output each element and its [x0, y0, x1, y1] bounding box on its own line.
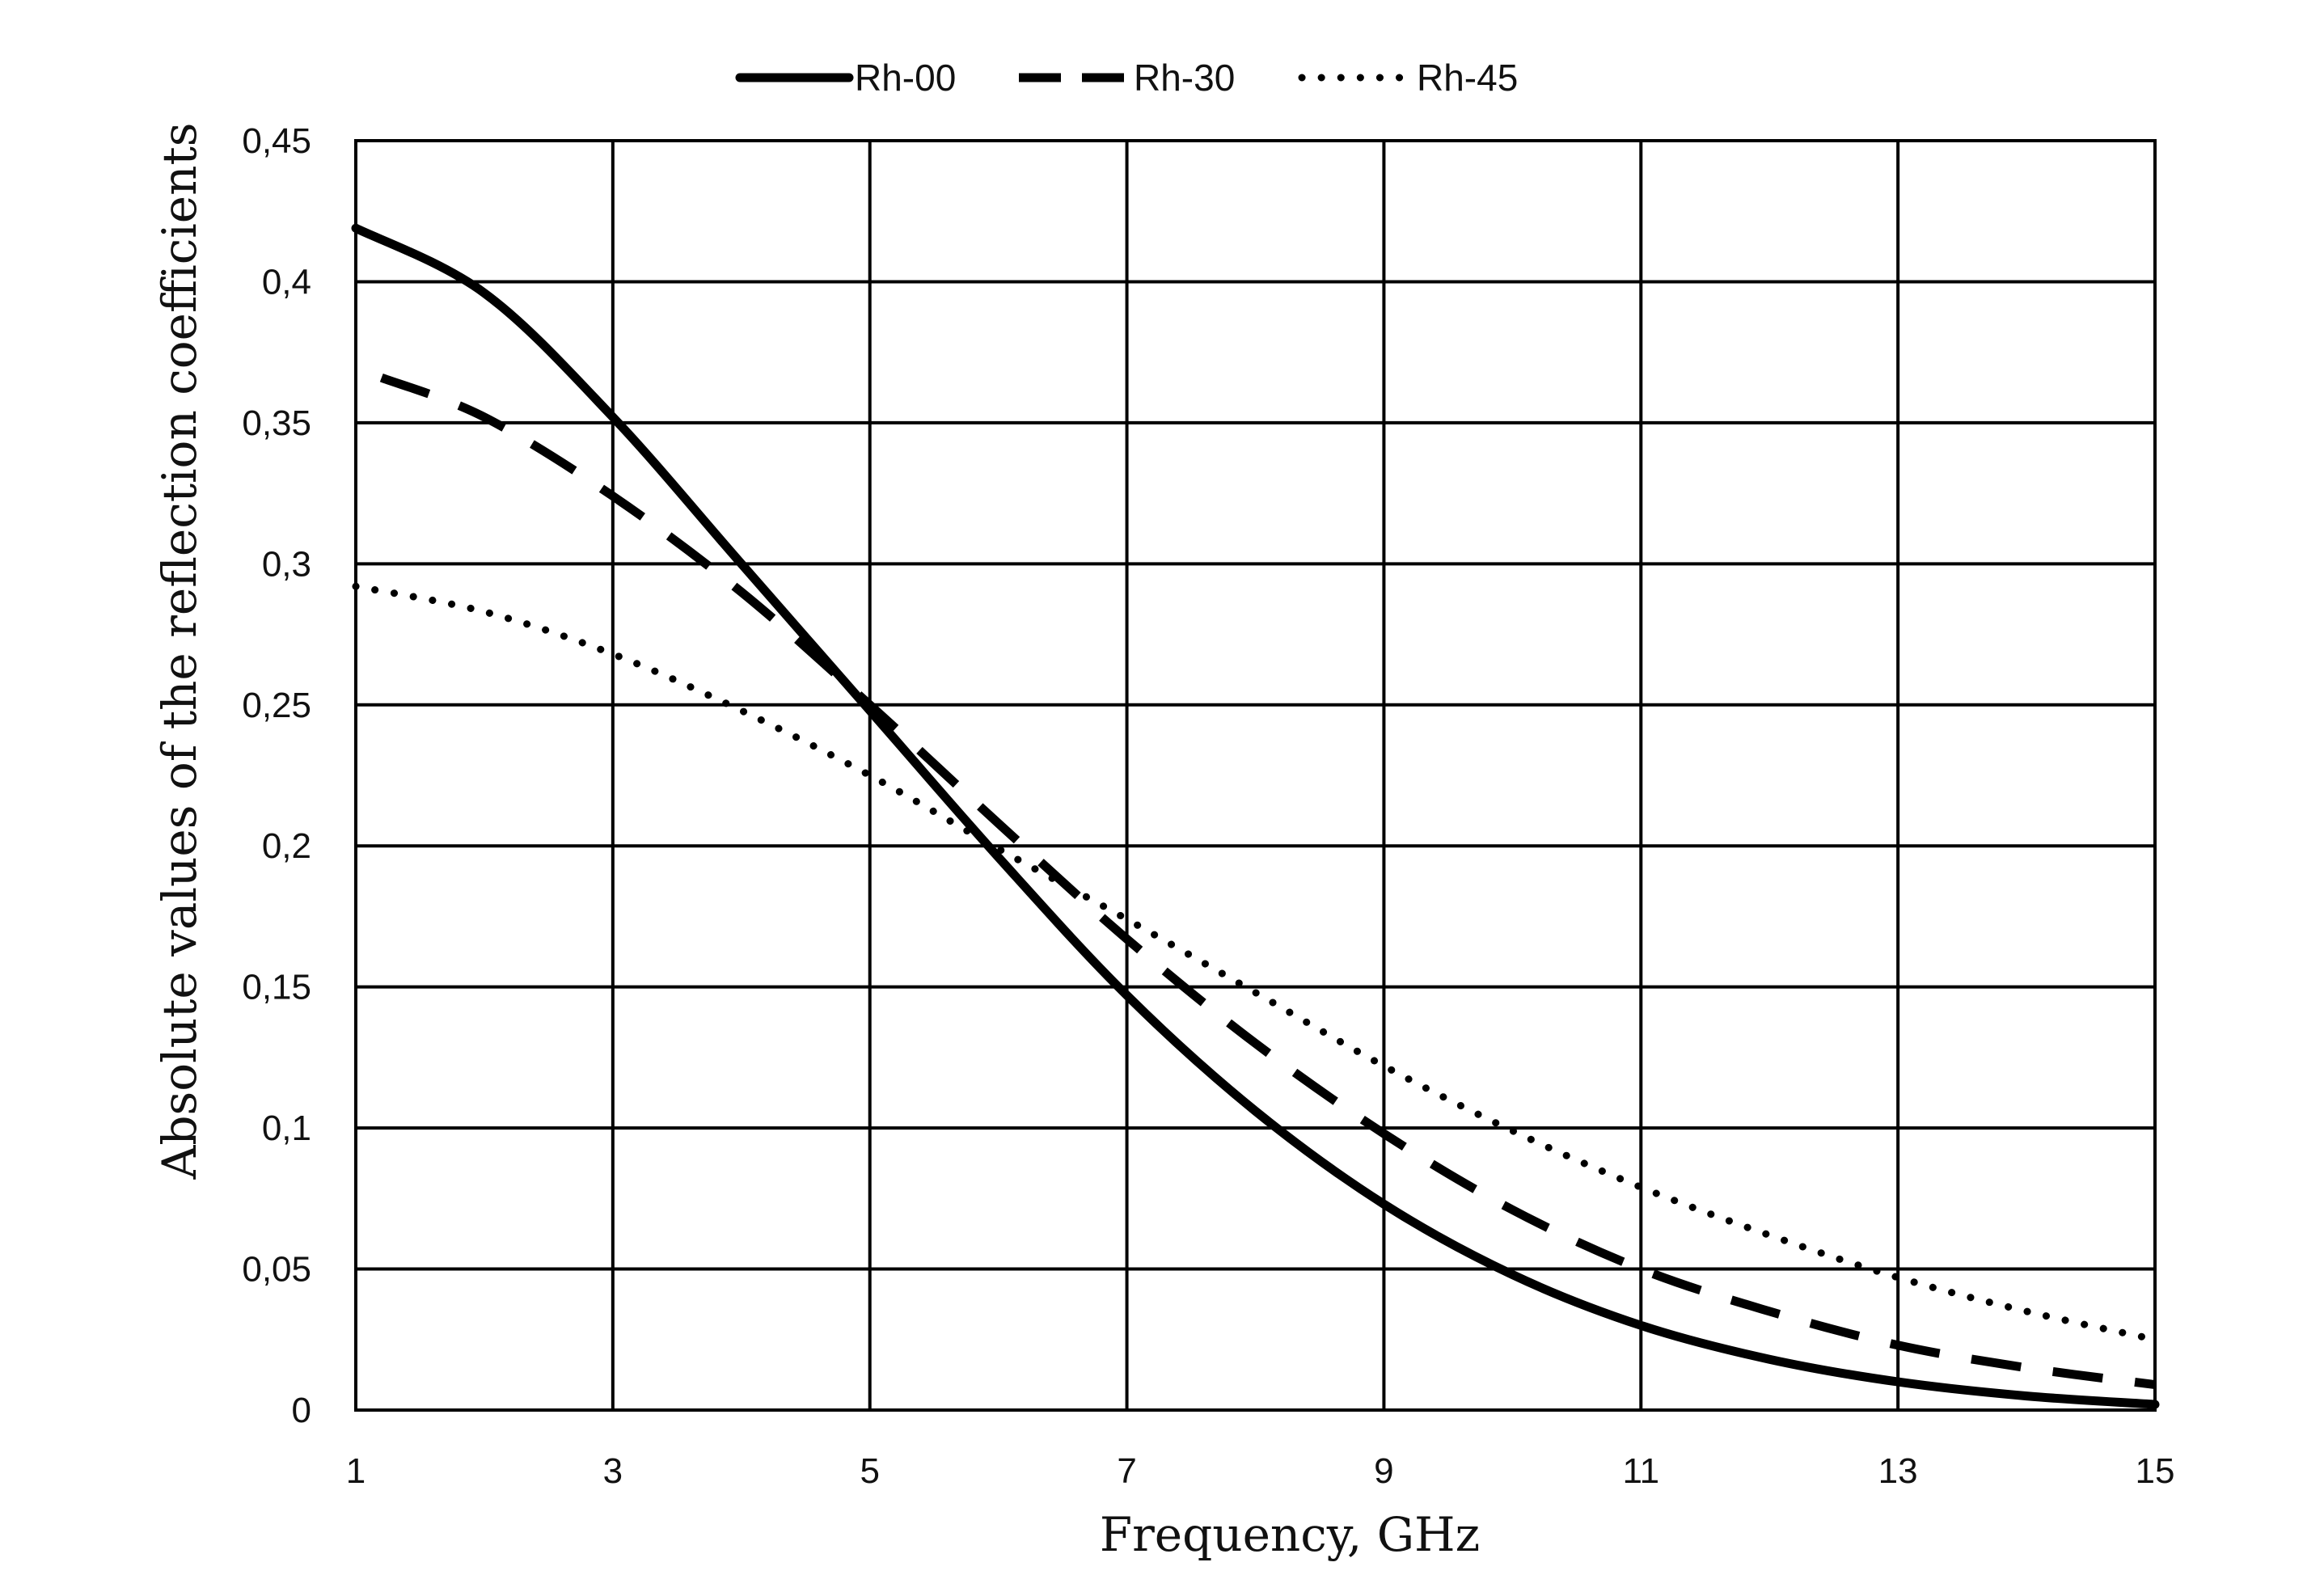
legend-label: Rh-30: [1134, 57, 1235, 99]
x-tick-label: 7: [1117, 1451, 1136, 1491]
y-tick-label: 0,4: [262, 262, 311, 302]
legend: Rh-00 Rh-30 Rh-45: [735, 57, 1518, 99]
x-axis-title: Frequency, GHz: [1100, 1507, 1480, 1562]
x-tick-label: 3: [603, 1451, 623, 1491]
x-tick-label: 13: [1878, 1451, 1918, 1491]
y-tick-label: 0: [292, 1391, 311, 1430]
y-tick-label: 0,45: [242, 121, 311, 161]
series-lines: [351, 223, 2160, 1409]
y-tick-label: 0,35: [242, 403, 311, 443]
y-tick-label: 0,3: [262, 544, 311, 584]
x-axis-tick-labels: 1 3 5 7 9 11 13 15: [346, 1451, 2175, 1491]
legend-label: Rh-45: [1417, 57, 1518, 99]
x-tick-label: 1: [346, 1451, 366, 1491]
grid: [354, 139, 2157, 1412]
x-tick-label: 9: [1374, 1451, 1393, 1491]
plot-area-border: [354, 139, 2157, 1412]
legend-label: Rh-00: [855, 57, 956, 99]
plot-frame: [354, 139, 2157, 1412]
y-axis-title: Absolute values of the reflection coeffi…: [152, 122, 207, 1180]
x-tick-label: 5: [860, 1451, 879, 1491]
series-line-rh-00: [351, 223, 2160, 1409]
series-line-rh-30: [379, 373, 2156, 1390]
x-tick-label: 15: [2136, 1451, 2175, 1491]
y-tick-label: 0,05: [242, 1250, 311, 1290]
y-axis-tick-labels: 0 0,05 0,1 0,15 0,2 0,25 0,3 0,35 0,4 0,45: [242, 121, 311, 1430]
x-tick-label: 11: [1622, 1451, 1659, 1491]
series-line-rh-45: [352, 582, 2159, 1344]
y-tick-label: 0,25: [242, 686, 311, 725]
y-tick-label: 0,15: [242, 968, 311, 1007]
y-tick-label: 0,1: [262, 1108, 311, 1148]
y-tick-label: 0,2: [262, 826, 311, 866]
